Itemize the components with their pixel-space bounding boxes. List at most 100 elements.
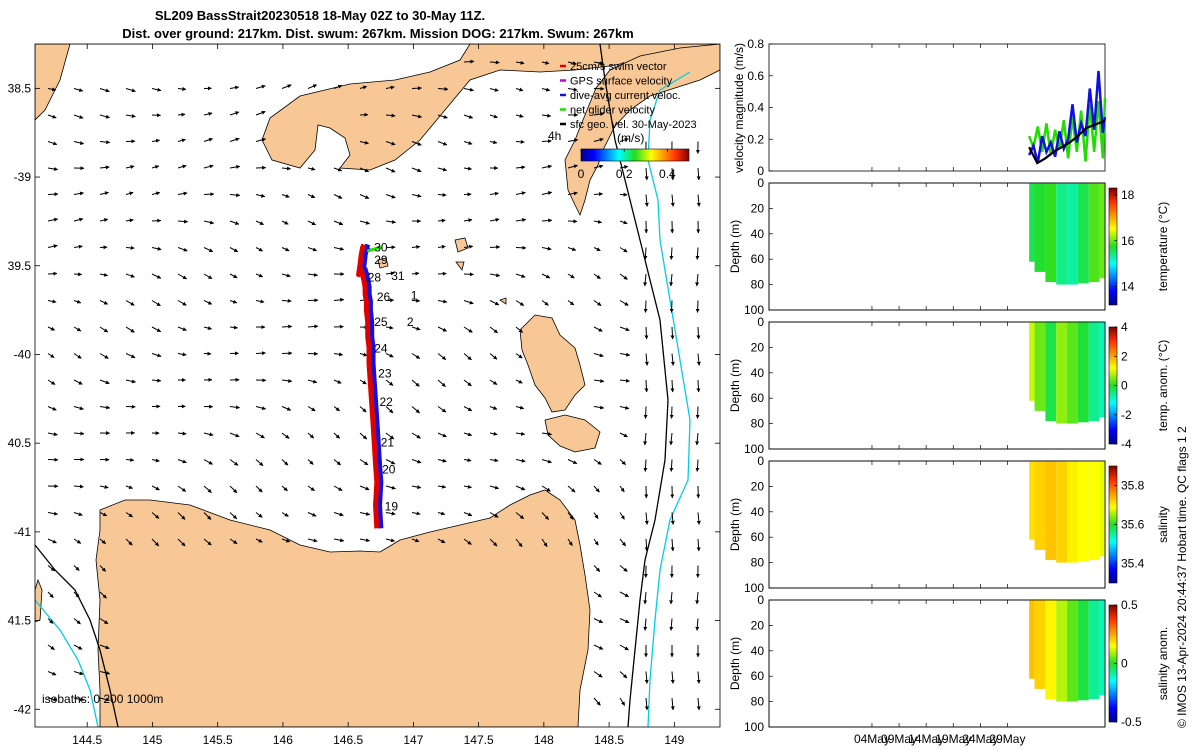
current-arrow: [359, 485, 370, 491]
current-arrow: [385, 485, 396, 490]
profile-cell: [1077, 183, 1089, 284]
current-arrow: [669, 432, 674, 446]
current-arrow: [255, 512, 263, 518]
current-arrow: [125, 379, 136, 384]
current-arrow: [281, 324, 293, 329]
current-arrow: [255, 406, 267, 411]
current-arrow: [463, 326, 473, 333]
current-arrow: [47, 271, 58, 276]
current-arrow: [411, 114, 423, 119]
current-arrow: [229, 405, 241, 410]
land-gippsland: [564, 44, 720, 217]
current-arrow: [644, 697, 649, 711]
colorbar-tick-label: 0: [1121, 657, 1128, 671]
current-arrow: [73, 484, 84, 489]
current-arrow: [229, 220, 240, 225]
map-y-tick-label: 39.5: [8, 259, 32, 273]
current-arrow: [489, 114, 498, 119]
map-x-tick-label: 146.5: [333, 733, 363, 747]
current-arrow: [411, 167, 422, 173]
velocity-series-line: [1027, 97, 1107, 162]
current-arrow: [593, 459, 602, 465]
current-arrow: [644, 326, 649, 340]
profile-cell: [1067, 183, 1078, 285]
current-arrow: [489, 273, 501, 278]
day-label: 1: [411, 288, 418, 302]
current-arrow: [47, 299, 57, 304]
current-arrow: [437, 299, 448, 304]
current-arrow: [593, 565, 601, 572]
day-label: 22: [379, 395, 393, 409]
current-arrow: [47, 565, 56, 572]
current-arrow: [385, 379, 394, 386]
day-label: 30: [374, 241, 388, 255]
depth-tick-label: 100: [744, 581, 764, 595]
depth-tick-label: 60: [751, 252, 765, 266]
current-arrow: [151, 326, 162, 333]
current-arrow: [281, 166, 292, 171]
current-arrow: [644, 194, 649, 207]
current-arrow: [489, 485, 500, 490]
current-arrow: [73, 244, 83, 249]
day-label: 28: [368, 271, 382, 285]
current-arrow: [73, 114, 84, 119]
current-arrow: [47, 114, 57, 119]
current-arrow: [463, 141, 473, 145]
profile-cell: [1034, 322, 1046, 411]
current-arrow: [463, 300, 474, 305]
current-arrow: [255, 459, 264, 467]
current-arrow: [670, 326, 675, 340]
current-arrow: [411, 244, 421, 249]
current-arrow: [125, 218, 134, 223]
current-arrow: [307, 247, 318, 252]
time-tick-label: 04May: [854, 732, 890, 746]
depth-tick-label: 80: [751, 417, 765, 431]
current-arrow: [203, 273, 213, 280]
current-arrow: [73, 191, 84, 196]
current-arrow: [333, 459, 341, 466]
current-arrow: [567, 300, 575, 306]
time-tick-label: 19May: [935, 732, 971, 746]
current-arrow: [177, 352, 187, 357]
current-arrow: [644, 671, 649, 684]
current-arrow: [515, 273, 526, 278]
current-arrow: [695, 247, 700, 260]
swim-vector-trace: [356, 243, 380, 529]
current-arrow: [151, 138, 161, 143]
current-arrow: [333, 352, 344, 357]
current-arrow: [515, 326, 523, 333]
profile-cell: [1056, 461, 1068, 563]
colorbar-label: salinity anom.: [1156, 627, 1170, 700]
current-arrow: [47, 618, 54, 624]
current-arrow: [567, 485, 576, 493]
current-arrow: [73, 512, 83, 517]
colorbar-tick-label: 16: [1121, 234, 1135, 248]
depth-tick-label: 40: [751, 366, 765, 380]
velocity-series-line: [1027, 70, 1107, 164]
current-arrow: [73, 565, 80, 571]
current-arrow: [203, 326, 212, 330]
current-arrow: [463, 59, 475, 64]
current-arrow: [644, 167, 649, 181]
current-arrow: [696, 194, 701, 207]
current-arrow: [515, 300, 525, 306]
current-arrow: [463, 379, 472, 387]
day-label: 31: [391, 269, 405, 283]
current-arrow: [437, 538, 446, 544]
current-arrow: [515, 512, 525, 520]
current-arrow: [73, 671, 84, 676]
current-arrow: [385, 141, 396, 146]
profile-cell: [1077, 322, 1089, 423]
current-arrow: [73, 406, 84, 411]
current-arrow: [619, 432, 628, 438]
depth-tick-label: 80: [751, 278, 765, 292]
map-x-tick-label: 146: [273, 733, 293, 747]
map-axis-ticks: 144.5 145 145.5 146 146.5 147 147.5 148 148.5 149…: [8, 44, 720, 747]
current-arrow: [696, 538, 701, 552]
current-arrow: [669, 618, 674, 631]
map-y-tick-label: 41.5: [8, 614, 32, 628]
current-arrow: [151, 191, 161, 196]
current-arrow: [619, 273, 628, 280]
current-arrow: [281, 84, 292, 89]
